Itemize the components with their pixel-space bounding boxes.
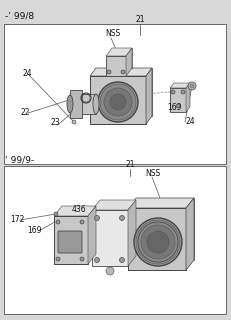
Bar [170, 88, 186, 112]
Circle shape [121, 70, 125, 74]
Text: 24: 24 [185, 117, 195, 126]
Circle shape [56, 257, 60, 261]
Bar [96, 68, 152, 116]
Circle shape [171, 90, 175, 94]
Polygon shape [126, 48, 132, 76]
Circle shape [176, 104, 180, 108]
Text: 172: 172 [10, 215, 24, 224]
Polygon shape [106, 48, 132, 56]
Circle shape [119, 258, 125, 262]
Circle shape [188, 82, 196, 90]
Circle shape [100, 84, 136, 120]
Circle shape [94, 215, 100, 220]
Bar [70, 90, 82, 118]
Polygon shape [186, 198, 194, 270]
Circle shape [134, 218, 182, 266]
Text: ‘ 99/9-: ‘ 99/9- [5, 155, 34, 164]
Polygon shape [54, 206, 96, 216]
Bar [106, 56, 126, 76]
Circle shape [119, 215, 125, 220]
Circle shape [94, 258, 100, 262]
Polygon shape [90, 68, 152, 76]
Text: 169: 169 [167, 103, 182, 112]
Circle shape [190, 84, 194, 88]
Text: 169: 169 [27, 226, 42, 235]
Circle shape [141, 225, 175, 259]
Circle shape [181, 90, 185, 94]
Circle shape [136, 220, 180, 264]
Bar [136, 198, 194, 260]
Polygon shape [170, 83, 190, 88]
Circle shape [104, 88, 132, 116]
Bar [100, 200, 136, 256]
Ellipse shape [93, 94, 99, 114]
Text: NSS: NSS [105, 29, 120, 38]
Bar [112, 48, 132, 68]
Text: 21: 21 [135, 15, 145, 24]
Text: -’ 99/8: -’ 99/8 [5, 11, 34, 20]
Circle shape [106, 267, 114, 275]
Bar [92, 210, 128, 266]
Circle shape [80, 257, 84, 261]
Polygon shape [88, 206, 96, 264]
Polygon shape [128, 200, 136, 266]
Bar [54, 216, 88, 264]
Text: 21: 21 [125, 160, 135, 169]
Circle shape [80, 220, 84, 224]
Ellipse shape [75, 94, 81, 114]
Polygon shape [146, 68, 152, 124]
Circle shape [54, 212, 58, 216]
Bar [4, 166, 226, 314]
Polygon shape [92, 200, 136, 210]
Text: NSS: NSS [145, 169, 160, 178]
Ellipse shape [67, 95, 73, 113]
Circle shape [107, 70, 111, 74]
Bar [62, 206, 96, 254]
Circle shape [56, 220, 60, 224]
Bar [78, 94, 96, 114]
Text: 22: 22 [20, 108, 30, 117]
Polygon shape [128, 198, 194, 208]
Text: 23: 23 [50, 118, 60, 127]
Bar [128, 208, 186, 270]
Polygon shape [186, 83, 190, 112]
Circle shape [147, 231, 169, 253]
Text: 24: 24 [22, 69, 32, 78]
Bar [90, 76, 146, 124]
Circle shape [72, 120, 76, 124]
Bar [4, 24, 226, 164]
Circle shape [110, 94, 126, 110]
Text: 436: 436 [72, 205, 87, 214]
Circle shape [98, 82, 138, 122]
FancyBboxPatch shape [58, 231, 82, 253]
